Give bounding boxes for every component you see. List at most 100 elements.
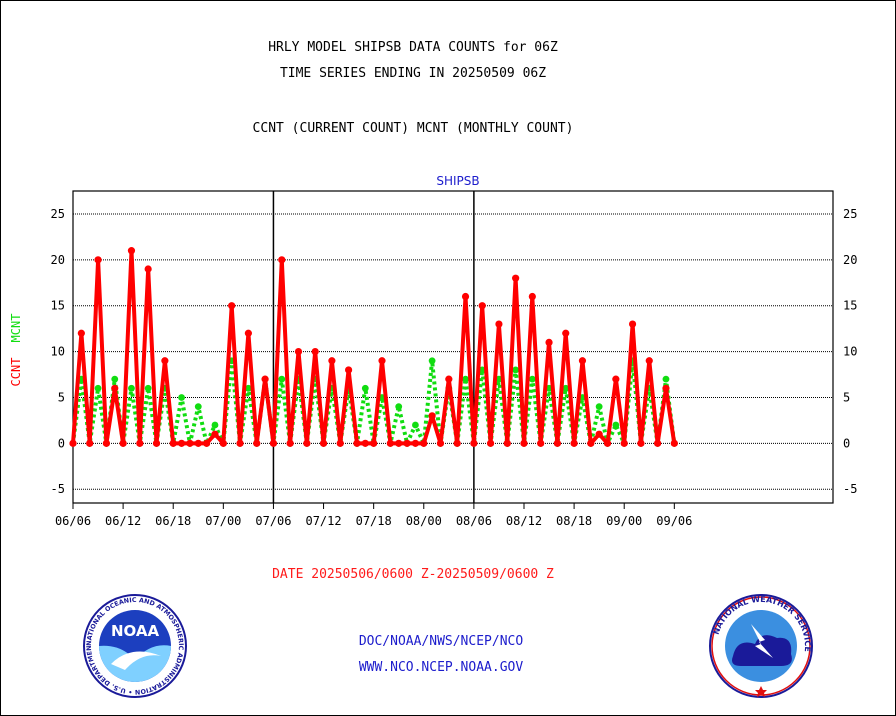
ccnt-series-point bbox=[378, 357, 386, 365]
ccnt-series-point bbox=[436, 439, 445, 447]
time-series-chart: -5 -5 0 0 5 5 10 10 15 15 20 20 25 25 06/06 06/12 06/18 0… bbox=[9, 174, 857, 528]
y-tick-label-left: -5 bbox=[51, 482, 65, 496]
mcnt-series-point bbox=[428, 357, 436, 365]
y-tick-label-right: -5 bbox=[843, 482, 857, 496]
mcnt-series-point bbox=[412, 421, 419, 429]
x-tick-label: 08/12 bbox=[506, 514, 542, 528]
ccnt-series-point bbox=[111, 384, 119, 392]
x-tick-label: 07/12 bbox=[305, 514, 341, 528]
mcnt-series-point bbox=[244, 384, 252, 392]
mcnt-series-point bbox=[111, 375, 119, 383]
ccnt-series-point bbox=[203, 439, 211, 447]
x-tick-label: 07/18 bbox=[356, 514, 392, 528]
ccnt-series-point bbox=[637, 439, 645, 447]
ccnt-series-point bbox=[478, 302, 486, 310]
mcnt-series-point bbox=[278, 375, 286, 383]
y-tick-label-left: 0 bbox=[58, 436, 65, 450]
y-tick-label-right: 15 bbox=[843, 299, 857, 313]
plot-frame bbox=[72, 190, 834, 504]
ccnt-series-point bbox=[278, 256, 286, 264]
title-line-3: CCNT (CURRENT COUNT) MCNT (MONTHLY COUNT… bbox=[252, 121, 574, 136]
mcnt-series-point bbox=[528, 375, 536, 383]
mcnt-series-point bbox=[128, 384, 135, 392]
x-tick-label: 06/18 bbox=[155, 514, 191, 528]
y-tick-label-right: 0 bbox=[843, 436, 850, 450]
mcnt-series-point bbox=[595, 403, 603, 411]
y-tick-label-right: 10 bbox=[843, 345, 857, 359]
ccnt-series-point bbox=[612, 375, 620, 383]
ccnt-series-point bbox=[102, 439, 111, 447]
y-tick-label-left: 25 bbox=[51, 207, 65, 221]
ccnt-series-point bbox=[94, 256, 102, 264]
y-tick-label-left: 5 bbox=[58, 390, 65, 404]
ccnt-series-point bbox=[453, 439, 461, 447]
ccnt-series-point bbox=[486, 439, 495, 447]
ccnt-series-point bbox=[69, 439, 77, 447]
mcnt-series-point bbox=[512, 366, 520, 374]
ccnt-series-point bbox=[77, 329, 85, 337]
ccnt-series-point bbox=[603, 439, 612, 447]
ccnt-series-point bbox=[411, 439, 420, 447]
ccnt-series-point bbox=[161, 357, 169, 365]
x-tick-label: 08/18 bbox=[556, 514, 592, 528]
x-tick-label: 06/06 bbox=[55, 514, 91, 528]
y-tick-label-right: 5 bbox=[843, 390, 850, 404]
mcnt-series-point bbox=[194, 403, 202, 411]
ccnt-series-point bbox=[520, 439, 528, 447]
ccnt-series-point bbox=[428, 412, 436, 420]
ccnt-series-point bbox=[620, 439, 628, 447]
ccnt-series-point bbox=[587, 439, 595, 447]
ccnt-series-point bbox=[353, 439, 361, 447]
ccnt-series-line bbox=[71, 248, 677, 446]
ccnt-series-point bbox=[386, 439, 394, 447]
mcnt-series-point bbox=[361, 384, 369, 392]
x-tick-label: 08/06 bbox=[456, 514, 492, 528]
mcnt-series-point bbox=[562, 384, 570, 392]
ccnt-series-point bbox=[595, 430, 603, 438]
mcnt-series-point bbox=[612, 421, 620, 429]
ccnt-series-point bbox=[144, 265, 152, 273]
footer-line-2: WWW.NCO.NCEP.NOAA.GOV bbox=[358, 660, 524, 675]
ccnt-series-point bbox=[244, 329, 252, 337]
ccnt-series-point bbox=[528, 292, 536, 301]
chart-title: SHIPSB bbox=[436, 174, 479, 188]
ccnt-series-point bbox=[662, 384, 670, 392]
ccnt-series-point bbox=[545, 338, 553, 347]
title-line-1: HRLY MODEL SHIPSB DATA COUNTS for 06Z bbox=[268, 40, 558, 55]
ccnt-series-point bbox=[219, 439, 227, 447]
ccnt-series-point bbox=[403, 439, 411, 447]
nws-logo: NATIONAL WEATHER SERVICE bbox=[709, 594, 813, 698]
x-tick-label: 09/00 bbox=[606, 514, 642, 528]
ccnt-series-point bbox=[395, 439, 403, 447]
ccnt-series-point bbox=[194, 439, 202, 447]
ccnt-series-point bbox=[512, 274, 520, 282]
ccnt-series-point bbox=[420, 439, 428, 447]
ccnt-series-point bbox=[503, 439, 511, 447]
x-tick-label: 06/12 bbox=[105, 514, 141, 528]
ccnt-series-point bbox=[336, 439, 344, 447]
ccnt-series-point bbox=[253, 439, 261, 447]
title-line-2: TIME SERIES ENDING IN 20250509 06Z bbox=[279, 66, 547, 81]
ccnt-series-point bbox=[461, 292, 470, 301]
ccnt-series-point bbox=[445, 375, 453, 383]
ccnt-series-point bbox=[628, 320, 637, 328]
ccnt-series-point bbox=[578, 357, 587, 365]
mcnt-series-point bbox=[144, 384, 152, 392]
y-axis-label-mcnt: MCNT bbox=[9, 314, 23, 343]
ccnt-series-point bbox=[345, 366, 353, 374]
noaa-text: NOAA bbox=[111, 622, 160, 640]
ccnt-series-point bbox=[269, 439, 278, 447]
mcnt-series-point bbox=[211, 421, 219, 429]
y-tick-label-left: 10 bbox=[51, 345, 65, 359]
ccnt-series-point bbox=[361, 439, 369, 447]
x-tick-label: 09/06 bbox=[656, 514, 692, 528]
x-tick-label: 07/06 bbox=[255, 514, 291, 528]
x-tick-label: 08/00 bbox=[406, 514, 442, 528]
ccnt-series-point bbox=[127, 247, 136, 255]
ccnt-series-point bbox=[177, 439, 186, 447]
date-range: DATE 20250506/0600 Z-20250509/0600 Z bbox=[272, 567, 554, 582]
ccnt-series-point bbox=[286, 439, 294, 447]
ccnt-series-point bbox=[370, 439, 378, 447]
ccnt-series-point bbox=[495, 320, 503, 328]
ccnt-series-point bbox=[553, 439, 561, 447]
